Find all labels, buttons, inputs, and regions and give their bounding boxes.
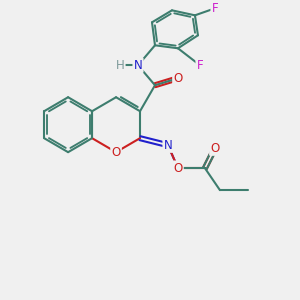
Text: F: F [212, 2, 218, 15]
Text: O: O [111, 146, 121, 159]
Text: O: O [173, 72, 183, 85]
Text: F: F [196, 59, 203, 72]
Text: N: N [164, 139, 172, 152]
Text: N: N [134, 59, 142, 72]
Text: O: O [210, 142, 220, 155]
Text: H: H [116, 59, 124, 72]
Text: O: O [173, 162, 183, 175]
